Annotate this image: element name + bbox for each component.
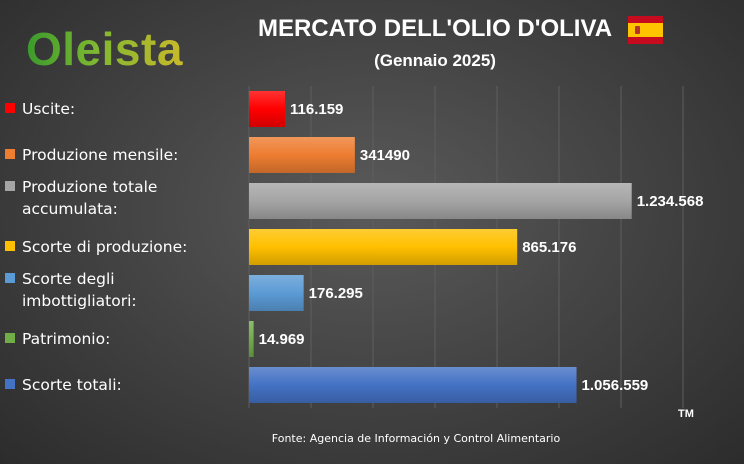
legend-marker [5, 103, 15, 113]
category-label: Scorte totali: [22, 376, 122, 394]
bar [249, 229, 518, 265]
category-label: Patrimonio: [22, 330, 110, 348]
legend-marker [5, 273, 15, 283]
bar [249, 183, 632, 219]
legend-marker [5, 379, 15, 389]
data-label: 1.056.559 [582, 377, 649, 394]
bar [249, 367, 577, 403]
bar [249, 137, 355, 173]
legend-marker [5, 181, 15, 191]
category-label: Uscite: [22, 100, 75, 118]
bar [249, 91, 286, 127]
chart-subtitle: (Gennaio 2025) [374, 51, 496, 70]
data-label: 176.295 [309, 285, 363, 302]
data-label: 865.176 [522, 239, 576, 256]
bar [249, 321, 254, 357]
chart-title: MERCATO DELL'OLIO D'OLIVA [257, 15, 613, 42]
trademark-mark: TM [678, 408, 694, 420]
legend-marker [5, 241, 15, 251]
bar [249, 275, 304, 311]
category-label: Produzione totale accumulata: [22, 178, 157, 218]
oleista-logo: Oleista [26, 23, 183, 75]
data-label: 116.159 [290, 101, 343, 118]
legend-marker [5, 333, 15, 343]
category-label: Produzione mensile: [22, 146, 178, 164]
data-label: 341490 [360, 147, 410, 164]
data-label: 1.234.568 [637, 193, 704, 210]
category-label: Scorte degli imbottigliatori: [22, 270, 137, 310]
source-note: Fonte: Agencia de Información y Control … [271, 432, 561, 445]
data-label: 14.969 [259, 331, 305, 348]
category-label: Scorte di produzione: [22, 238, 187, 256]
legend-marker [5, 149, 15, 159]
spain-flag-icon [628, 16, 663, 44]
